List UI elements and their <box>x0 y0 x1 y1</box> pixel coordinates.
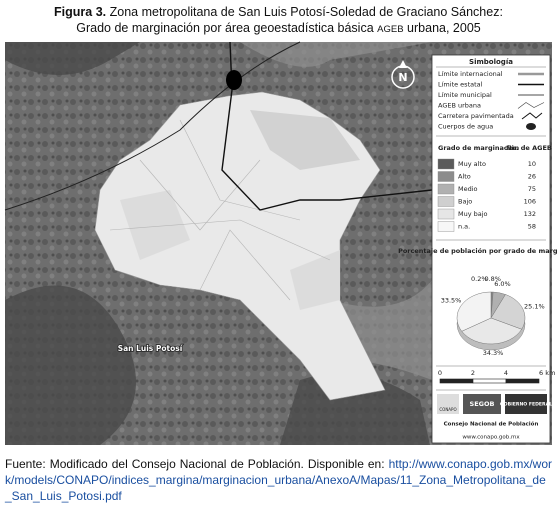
caption-abbr: AGEB <box>377 24 404 35</box>
pie-label: 0.2% <box>471 275 488 283</box>
scale-bar: 0 2 4 6 km <box>438 369 555 384</box>
north-arrow <box>399 60 407 68</box>
table-cell: Medio <box>458 185 478 193</box>
legend-swatch <box>437 158 455 170</box>
ageb-zone <box>250 110 360 170</box>
terrain <box>5 42 430 445</box>
logo-text: SEGOB <box>470 400 495 408</box>
legend-swatch <box>437 196 455 207</box>
legend-item: AGEB urbana <box>438 102 481 110</box>
logo-text: CONAPO <box>439 407 456 412</box>
pie-slice <box>490 294 526 330</box>
pie-label: 25.1% <box>524 302 545 310</box>
figure-label: Figura 3. <box>54 5 107 19</box>
scale-label: 6 km <box>539 369 555 377</box>
source-link[interactable]: http://www.conapo.gob.mx/work/models/CON… <box>5 457 553 503</box>
highway <box>4 41 301 211</box>
conapo-logo <box>437 394 459 414</box>
caption: Figura 3. Zona metropolitana de San Luis… <box>0 4 557 38</box>
logo-text: GOBIERNO FEDERAL <box>500 402 552 408</box>
scale-label: 4 <box>504 369 508 377</box>
legend-item: Carretera pavimentada <box>438 112 514 120</box>
pie-label: 34.3% <box>483 349 504 357</box>
water-body <box>226 70 242 90</box>
legend-swatch <box>437 171 455 182</box>
caption-line: Figura 3. Zona metropolitana de San Luis… <box>0 4 557 20</box>
legend-swatch <box>437 221 455 232</box>
scale-label: 0 <box>438 369 442 377</box>
legend-item: Límite estatal <box>438 81 483 89</box>
credit-web: www.conapo.gob.mx <box>462 435 520 441</box>
table-header: No. de AGEB <box>506 144 552 152</box>
ageb-zone <box>120 190 340 310</box>
table-header: Grado de marginación <box>438 144 519 152</box>
legend-symbol <box>521 112 543 120</box>
scale-segment <box>472 378 507 384</box>
north-label: N <box>398 71 407 84</box>
pie-title: Porcentaje de población por grado de mar… <box>398 247 557 255</box>
caption-line: Grado de marginación por área geoestadís… <box>0 20 557 38</box>
place-label: San Luis Potosí <box>118 344 183 353</box>
legend-title: Simbología <box>469 58 513 66</box>
caption-text: urbana, 2005 <box>407 21 481 35</box>
map-figure: N San Luis Potosí Simbología Límite inte… <box>4 41 557 445</box>
marginacion-table: Muy alto 10 Alto 26 Medio 75 Bajo 106 Muy bajo 13… <box>437 158 536 232</box>
municipal-boundary <box>221 41 433 211</box>
table-cell: 26 <box>528 173 536 181</box>
caption-text: Grado de marginación por área geoestadís… <box>76 21 374 35</box>
table-cell: Alto <box>458 173 471 181</box>
table-cell: Muy alto <box>458 160 486 168</box>
table-cell: 75 <box>528 185 536 193</box>
table-cell: 106 <box>524 198 536 206</box>
table-cell: Bajo <box>458 198 472 206</box>
table-cell: 10 <box>528 160 536 168</box>
legend-swatch <box>437 183 455 195</box>
pie-label: 33.5% <box>441 297 462 305</box>
source-note: Fuente: Modificado del Consejo Nacional … <box>5 456 552 504</box>
pie-label: 6.0% <box>494 280 511 288</box>
gobierno-logo <box>505 394 547 414</box>
segob-logo <box>463 394 501 414</box>
legend-item: Límite municipal <box>438 91 492 99</box>
source-text: Fuente: Modificado del Consejo Nacional … <box>5 457 385 471</box>
table-cell: 132 <box>524 210 536 218</box>
legend-symbol <box>526 123 536 130</box>
credit-org: Consejo Nacional de Población <box>444 421 539 428</box>
legend-symbol <box>517 102 545 109</box>
legend-item: Cuerpos de agua <box>438 123 493 131</box>
table-cell: Muy bajo <box>458 210 488 218</box>
legend-panel <box>431 54 551 444</box>
scale-segment <box>505 378 540 384</box>
table-cell: 58 <box>528 223 536 231</box>
scale-segment <box>439 378 474 384</box>
pie-slice <box>456 291 492 332</box>
pie-chart: 0.2%0.8%6.0% 25.1% 34.3% 33.5% <box>441 275 545 357</box>
urban-area <box>94 91 386 401</box>
scale-label: 2 <box>471 369 475 377</box>
caption-text: Zona metropolitana de San Luis Potosí-So… <box>109 5 503 19</box>
legend-item: Límite internacional <box>438 70 503 78</box>
legend: Límite internacional Límite estatal Límite… <box>438 70 545 131</box>
pie-label: 0.8% <box>484 275 501 283</box>
legend-swatch <box>437 208 455 220</box>
ageb-boundary <box>109 119 331 301</box>
table-cell: n.a. <box>458 223 470 231</box>
